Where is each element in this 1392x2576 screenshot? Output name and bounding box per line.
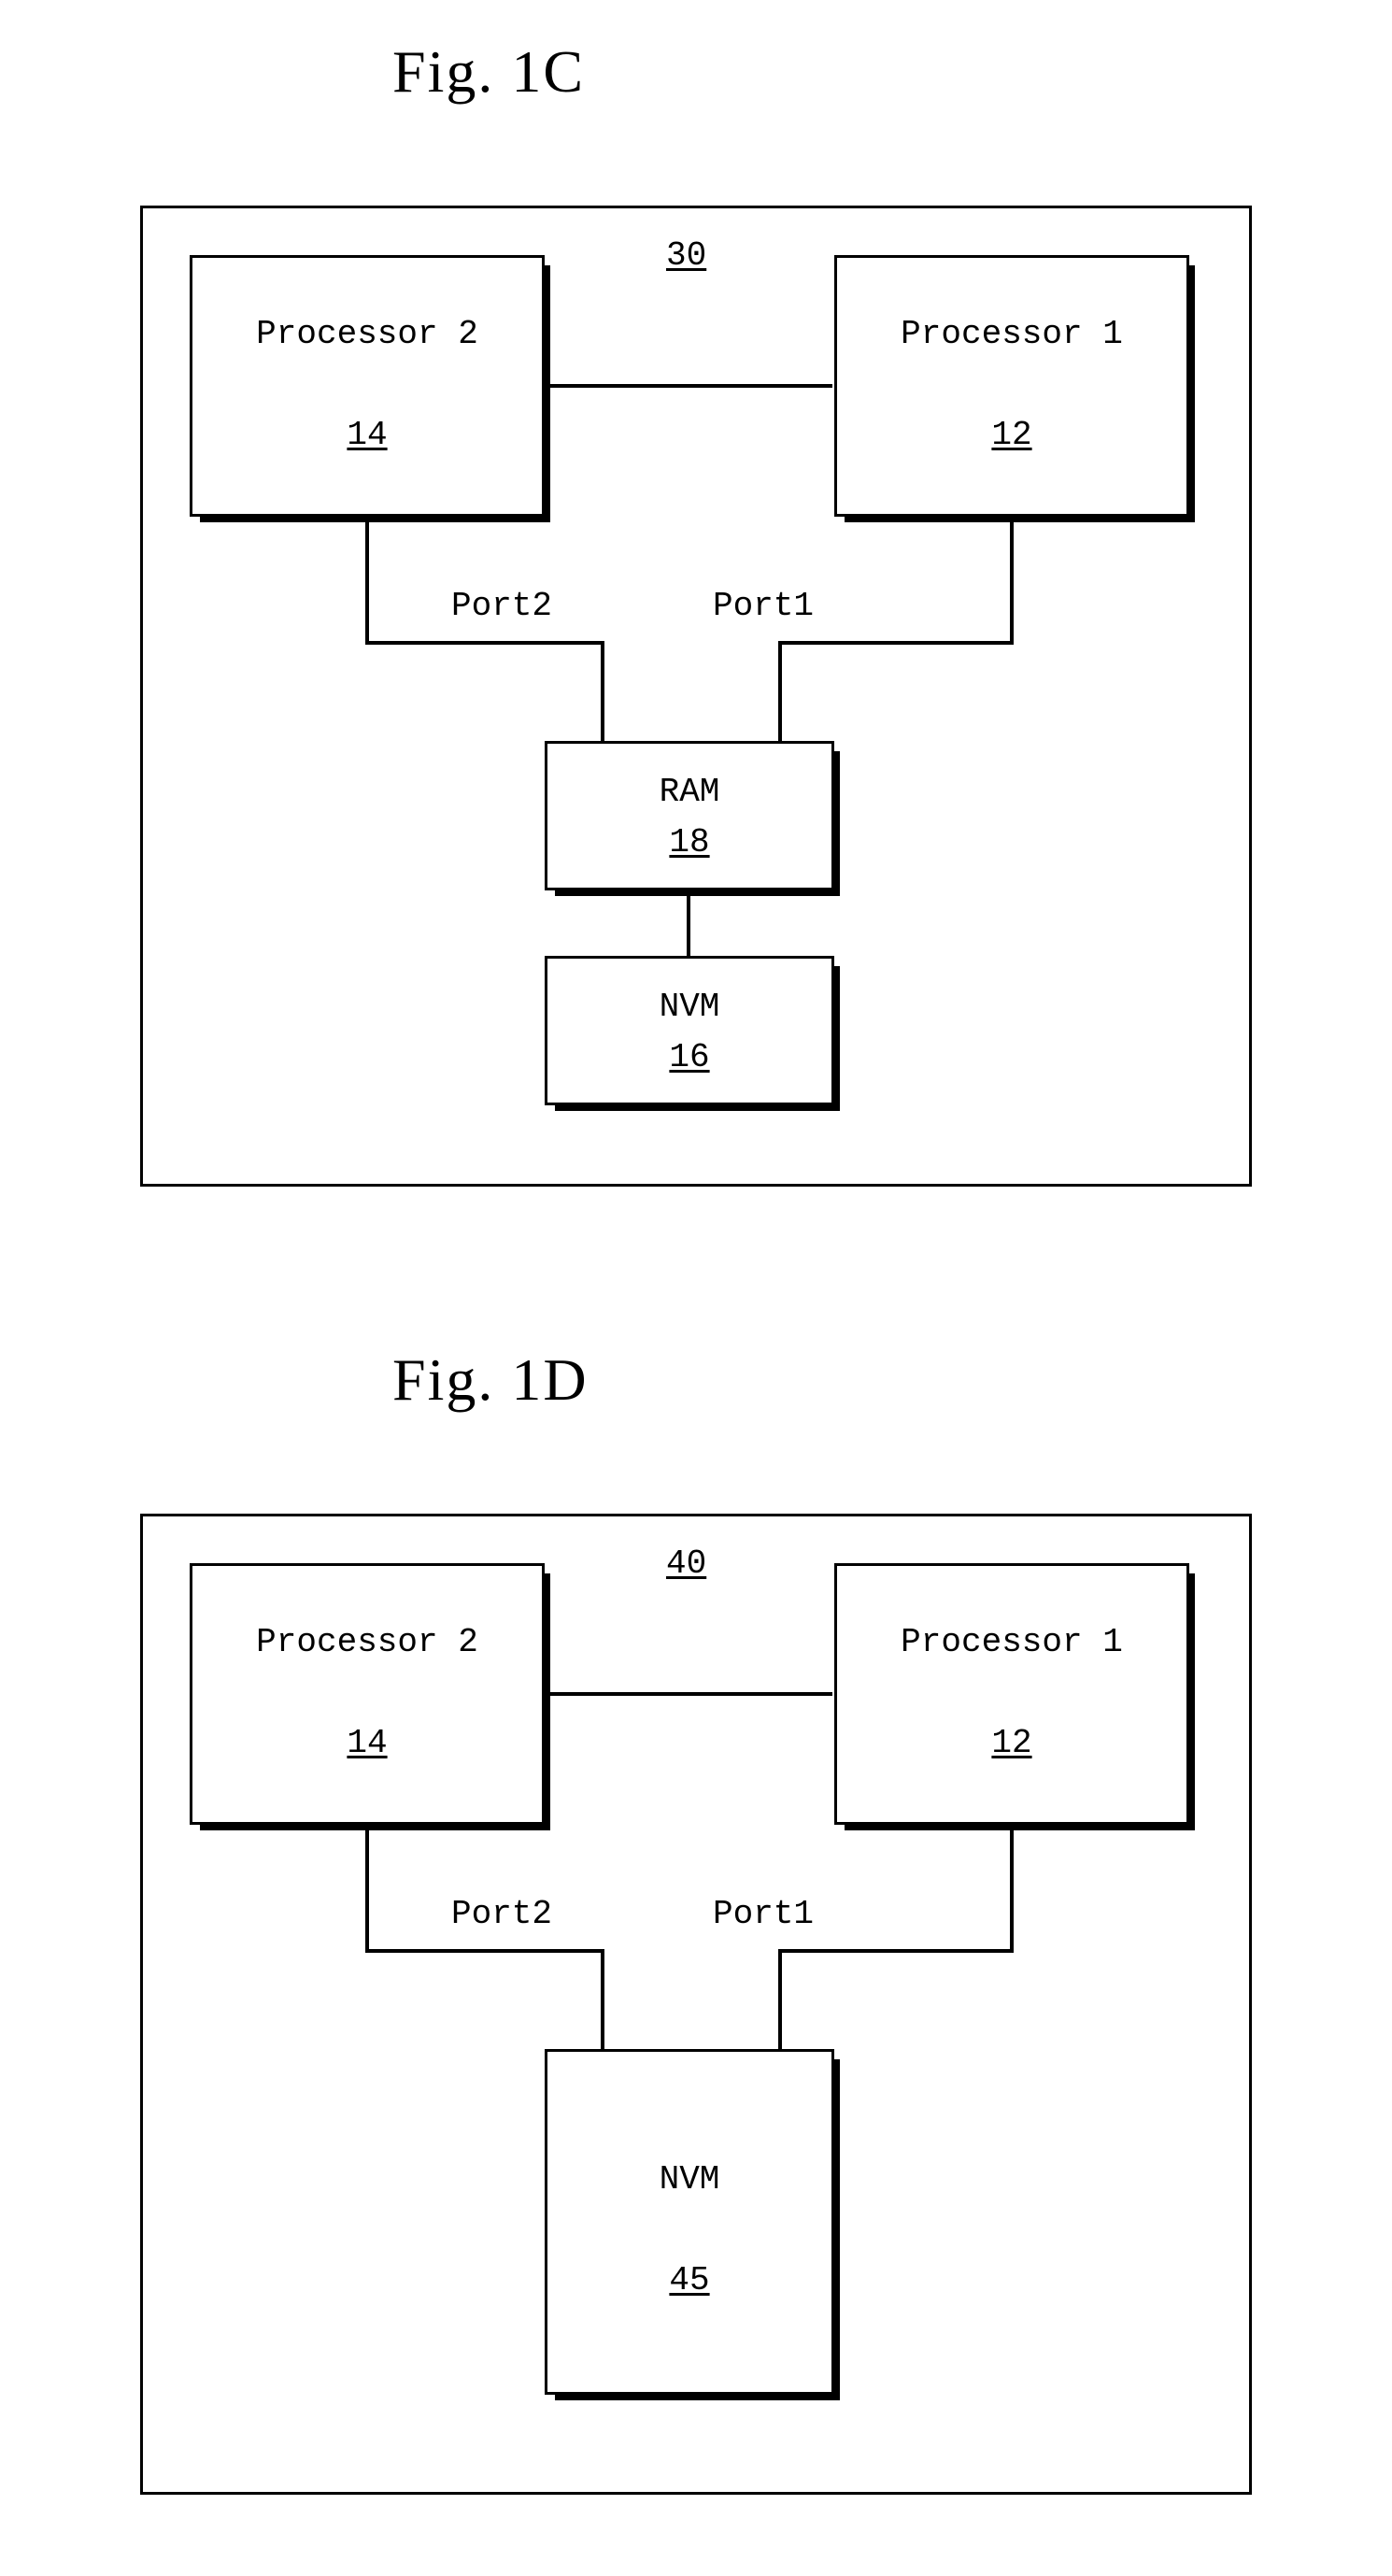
proc1-down-d [1010,1828,1014,1949]
page: Fig. 1C 30 Processor 2 14 Processor 1 12… [0,0,1392,2576]
proc2-ref: 14 [347,410,387,461]
ram-nvm-link [687,893,690,956]
fig-1d-port1-label: Port1 [713,1895,814,1933]
proc2-into-ram [601,641,604,741]
nvm-label-d: NVM [660,2160,720,2199]
fig-1c-nvm-block: NVM 16 [545,956,834,1105]
fig-1d-frame: 40 Processor 2 14 Processor 1 12 Port2 P… [140,1514,1252,2495]
fig-1c-processor-1-block: Processor 1 12 [834,255,1189,517]
fig-1d-nvm-block: NVM 45 [545,2049,834,2395]
proc1-into-nvm-d [778,1949,782,2049]
proc2-down [365,519,369,641]
fig-1c-processor-2-block: Processor 2 14 [190,255,545,517]
proc1-left [778,641,1014,645]
fig-1d-title: Fig. 1D [392,1345,589,1415]
fig-1c-port2-label: Port2 [451,587,552,625]
fig-1c-port1-label: Port1 [713,587,814,625]
proc2-into-nvm-d [601,1949,604,2049]
proc1-down [1010,519,1014,641]
proc1-ref-d: 12 [991,1718,1031,1769]
ram-label: RAM [660,773,720,811]
ram-ref: 18 [669,818,709,868]
nvm-ref: 16 [669,1032,709,1083]
proc1-ref: 12 [991,410,1031,461]
fig-1c-title: Fig. 1C [392,37,585,107]
proc-link-horizontal [547,384,832,388]
proc1-into-ram [778,641,782,741]
fig-1c-system-ref: 30 [666,236,706,275]
fig-1d-port2-label: Port2 [451,1895,552,1933]
proc1-label: Processor 1 [901,315,1123,353]
proc1-label-d: Processor 1 [901,1623,1123,1661]
proc2-right-d [365,1949,604,1953]
fig-1d-processor-2-block: Processor 2 14 [190,1563,545,1825]
proc2-right [365,641,604,645]
proc2-down-d [365,1828,369,1949]
proc-link-horizontal-d [547,1692,832,1696]
nvm-ref-d: 45 [669,2256,709,2306]
fig-1d-system-ref: 40 [666,1544,706,1583]
fig-1d-processor-1-block: Processor 1 12 [834,1563,1189,1825]
proc2-ref-d: 14 [347,1718,387,1769]
proc2-label: Processor 2 [256,315,478,353]
fig-1c-frame: 30 Processor 2 14 Processor 1 12 Port2 P… [140,206,1252,1187]
proc2-label-d: Processor 2 [256,1623,478,1661]
nvm-label: NVM [660,988,720,1026]
proc1-left-d [778,1949,1014,1953]
fig-1c-ram-block: RAM 18 [545,741,834,890]
